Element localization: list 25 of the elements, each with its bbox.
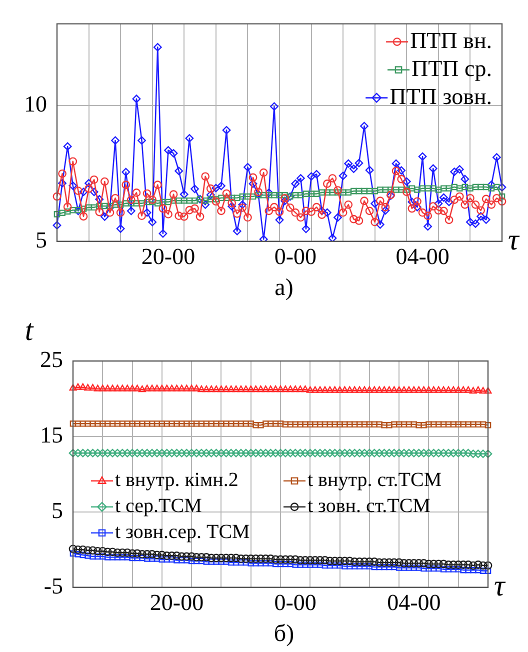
y-tick-label: 5 [52, 498, 63, 523]
legend-label: t зовн. ст.ТСМ [308, 495, 431, 518]
text: б) [272, 621, 296, 647]
x-tick-label: 04-00 [387, 590, 441, 616]
x-tick-label: 04-00 [396, 244, 450, 270]
legend-label: ПТП вн. [410, 28, 492, 53]
x-tick-label: 0-00 [274, 590, 316, 616]
y-tick-label: 10 [24, 91, 47, 116]
legend-label: t зовн.сер. ТСМ [115, 521, 250, 544]
y-tick-label: 25 [40, 347, 63, 372]
legend-label: ПТП зовн. [390, 84, 492, 109]
x-axis-title: τ [494, 569, 506, 602]
x-tick-label: 0-00 [274, 244, 316, 270]
x-tick-label: 20-00 [150, 590, 204, 616]
y-axis-title: t [24, 314, 34, 347]
x-tick-label: 20-00 [141, 244, 196, 270]
y-tick-label: 5 [36, 227, 47, 252]
legend-label: ПТП ср. [412, 56, 492, 81]
legend-label: t внутр. ст.ТСМ [308, 469, 442, 492]
legend-label: t сер.ТСМ [115, 495, 202, 518]
x-axis-title: τ [508, 223, 520, 256]
text: а) [274, 275, 294, 301]
y-tick-label: -5 [44, 573, 63, 598]
legend-label: t внутр. кімн.2 [115, 469, 238, 492]
y-tick-label: 15 [40, 422, 63, 448]
